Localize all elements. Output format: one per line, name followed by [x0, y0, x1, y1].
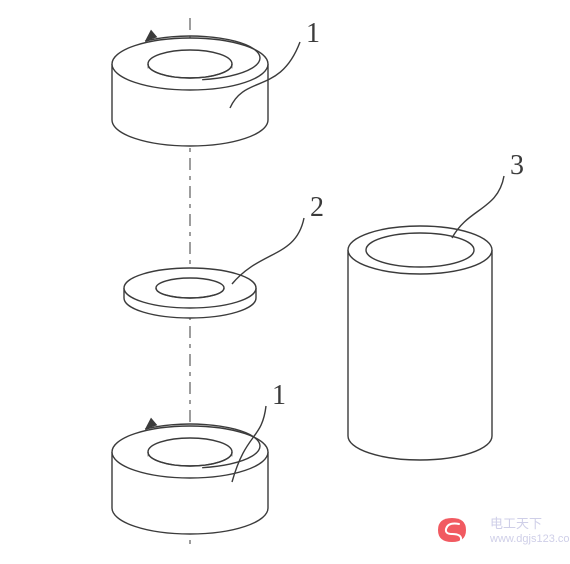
label-1-bottom-text: 1: [272, 380, 286, 411]
flat-washer: [124, 268, 256, 318]
label-1-top-text: 1: [306, 18, 320, 49]
watermark-url: www.dgjs123.com: [489, 533, 570, 545]
ring-core-top: [112, 30, 268, 146]
label-3-text: 3: [510, 150, 524, 181]
hollow-cylinder: [348, 226, 492, 460]
technical-diagram: 1 2 3 1 电工天下 www.dgjs123.com: [0, 0, 570, 564]
label-2-text: 2: [310, 192, 324, 223]
watermark-title: 电工天下: [490, 516, 542, 531]
ring-core-bottom: [112, 418, 268, 534]
